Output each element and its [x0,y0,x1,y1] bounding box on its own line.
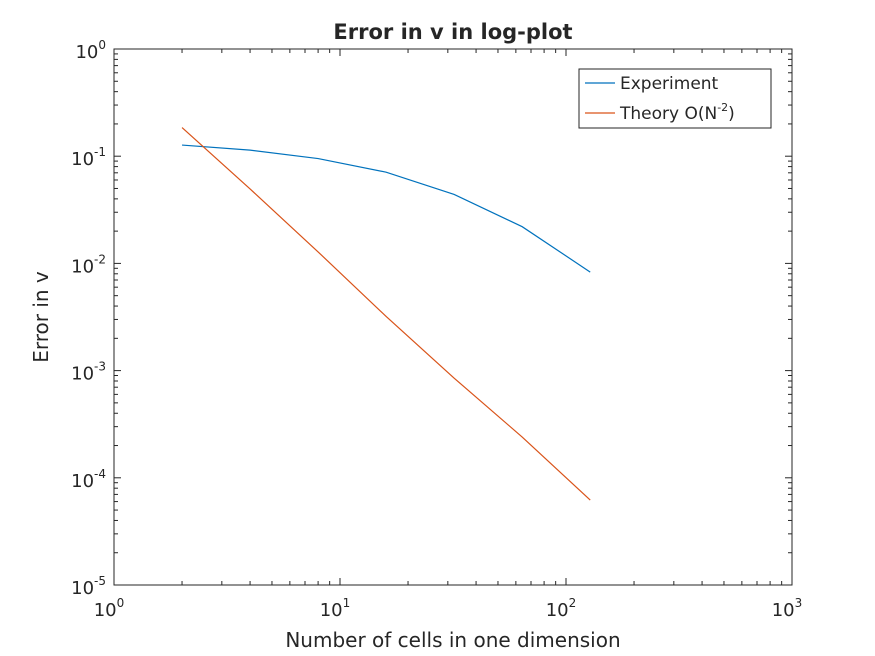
y-tick-label: 100 [75,38,106,63]
series-line-experiment [181,144,591,273]
plot-area [113,48,793,586]
legend-box [578,68,772,129]
y-tick-label: 10-4 [71,467,106,492]
x-tick-label: 100 [94,596,125,621]
series-layer [181,127,591,501]
y-tick-labels: 10-5 10-4 10-3 10-2 10-1 100 [71,38,106,599]
x-tick-label: 101 [320,596,351,621]
x-tick-label: 102 [546,596,577,621]
series-line-theory [181,127,591,501]
x-tick-label: 103 [772,596,803,621]
chart-title: Error in v in log-plot [333,20,572,44]
axes-box [113,48,793,586]
y-tick-label: 10-1 [71,145,106,170]
legend-label-theory: Theory O(N-2) [619,101,735,124]
x-tick-labels: 100 101 102 103 [94,596,803,621]
y-tick-label: 10-5 [71,574,106,599]
legend-label-experiment: Experiment [620,74,719,94]
y-axis-label: Error in v [29,271,53,363]
tick-marks [113,48,793,586]
x-axis-label: Number of cells in one dimension [285,628,620,652]
y-tick-label: 10-2 [71,252,106,277]
legend: Experiment Theory O(N-2) [578,68,772,129]
y-tick-label: 10-3 [71,360,106,385]
